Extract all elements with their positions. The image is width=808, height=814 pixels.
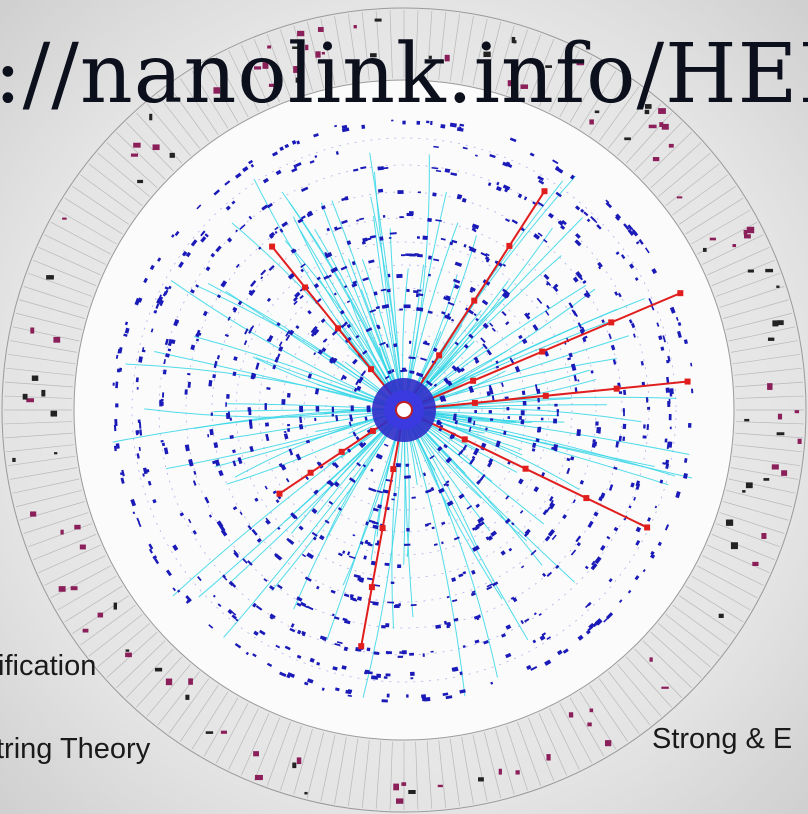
topic-label-strong-electroweak: Strong & E (652, 723, 793, 755)
topic-label-unification: ification (0, 650, 97, 682)
headline-url: ://nanolink.info/HEI (0, 27, 808, 122)
highlighted-tracks (269, 188, 691, 650)
interaction-vertex (372, 378, 436, 442)
topic-label-string-theory: tring Theory (0, 733, 151, 765)
detector-hits (112, 119, 694, 703)
